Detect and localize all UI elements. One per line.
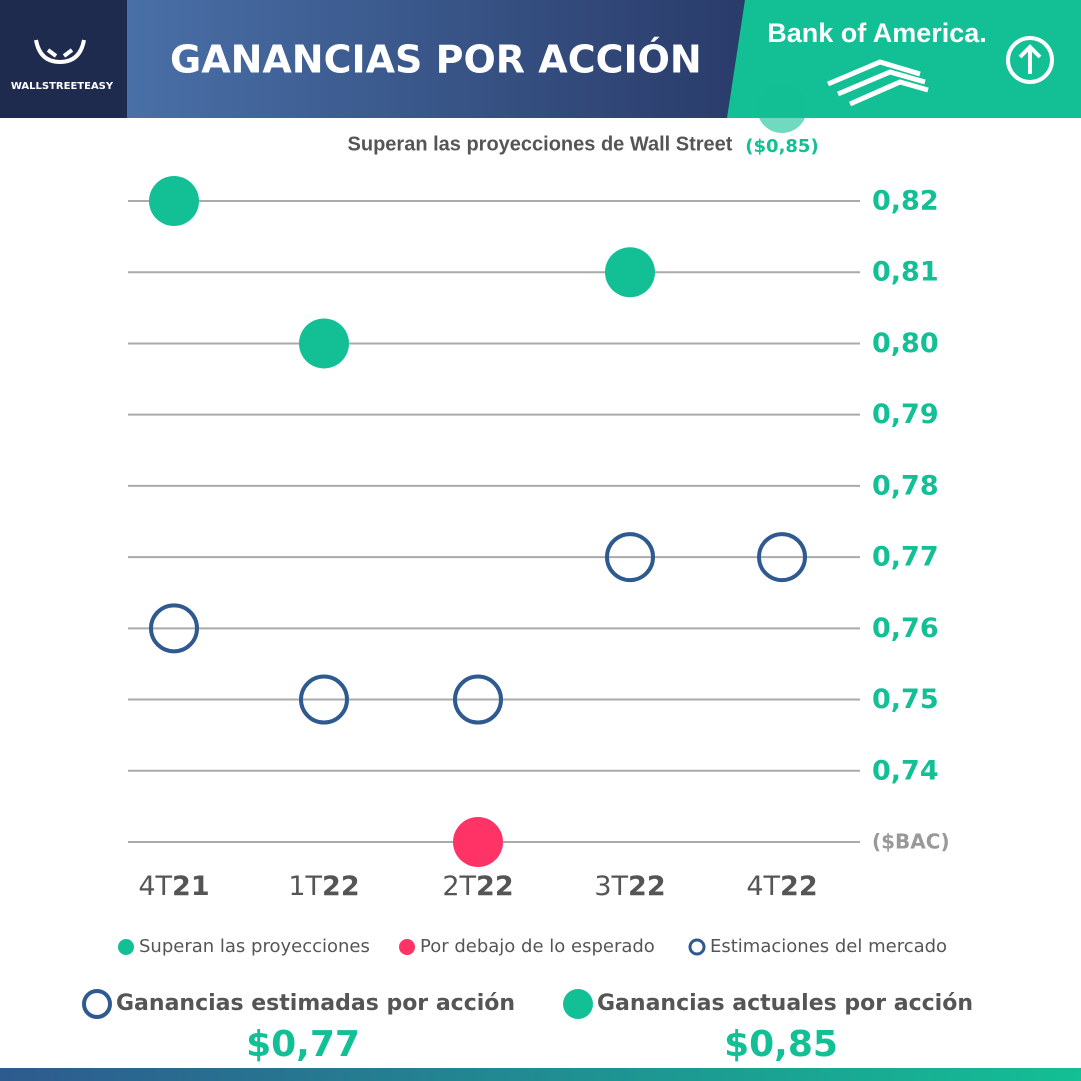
data-label: ($0,85) <box>745 136 818 157</box>
brand: WALLSTREETEASY <box>11 81 114 92</box>
x-tick-label: 4T21 <box>138 871 209 902</box>
y-tick-label: 0,78 <box>872 470 939 501</box>
dot <box>149 176 199 226</box>
y-tick-label: 0,81 <box>872 257 939 288</box>
up-arrow <box>1018 44 1042 74</box>
dot <box>149 603 199 654</box>
header-band <box>100 0 760 118</box>
y-tick-label: 0,82 <box>872 186 939 217</box>
company-name: Bank of America. <box>767 18 987 48</box>
summary-marker <box>82 989 112 1019</box>
y-tick-label: 0,80 <box>872 328 939 359</box>
y-tick-label: 0,75 <box>872 684 939 715</box>
x-tick-label: 1T22 <box>288 871 359 902</box>
dot <box>453 674 503 725</box>
summary-marker <box>563 989 593 1019</box>
legend-marker <box>399 939 415 955</box>
dot <box>299 318 349 369</box>
dot <box>453 817 503 867</box>
y-tick-label: 0,76 <box>872 613 939 644</box>
dot <box>299 674 349 725</box>
company-box <box>727 0 1081 118</box>
y-tick-label: 0,79 <box>872 399 939 430</box>
up-icon <box>1006 36 1054 84</box>
x-tick-label: 2T22 <box>442 871 513 902</box>
logo-icon <box>34 39 86 65</box>
footer-bar <box>0 1068 1081 1081</box>
y-tick-label: 0,74 <box>872 755 939 786</box>
summary-value: $0,77 <box>246 1024 360 1065</box>
legend-label: Estimaciones del mercado <box>710 936 947 957</box>
legend-marker <box>118 939 134 955</box>
dot <box>757 83 807 133</box>
dot <box>605 247 655 298</box>
plot: ($BAC) 0,74 0,75 0,76 0,77 0,78 0,79 0,80 0,81 0,… <box>118 83 950 957</box>
dot <box>605 532 655 583</box>
summary-label: Ganancias actuales por acción <box>597 991 973 1016</box>
legend-label: Superan las proyecciones <box>139 936 370 957</box>
logo-box <box>0 0 127 118</box>
header-title: GANANCIAS POR ACCIÓN <box>170 38 702 82</box>
company-flag <box>827 59 929 107</box>
y-tick-label: ($BAC) <box>872 830 950 854</box>
subtitle: Superan las proyecciones de Wall Street <box>348 133 733 155</box>
dot <box>757 532 807 583</box>
legend-label: Por debajo de lo esperado <box>420 936 655 957</box>
x-tick-label: 3T22 <box>594 871 665 902</box>
x-tick-label: 4T22 <box>746 871 817 902</box>
y-tick-label: 0,77 <box>872 542 939 573</box>
legend-marker <box>688 938 706 956</box>
summary-label: Ganancias estimadas por acción <box>116 991 515 1016</box>
summary-value: $0,85 <box>724 1024 838 1065</box>
